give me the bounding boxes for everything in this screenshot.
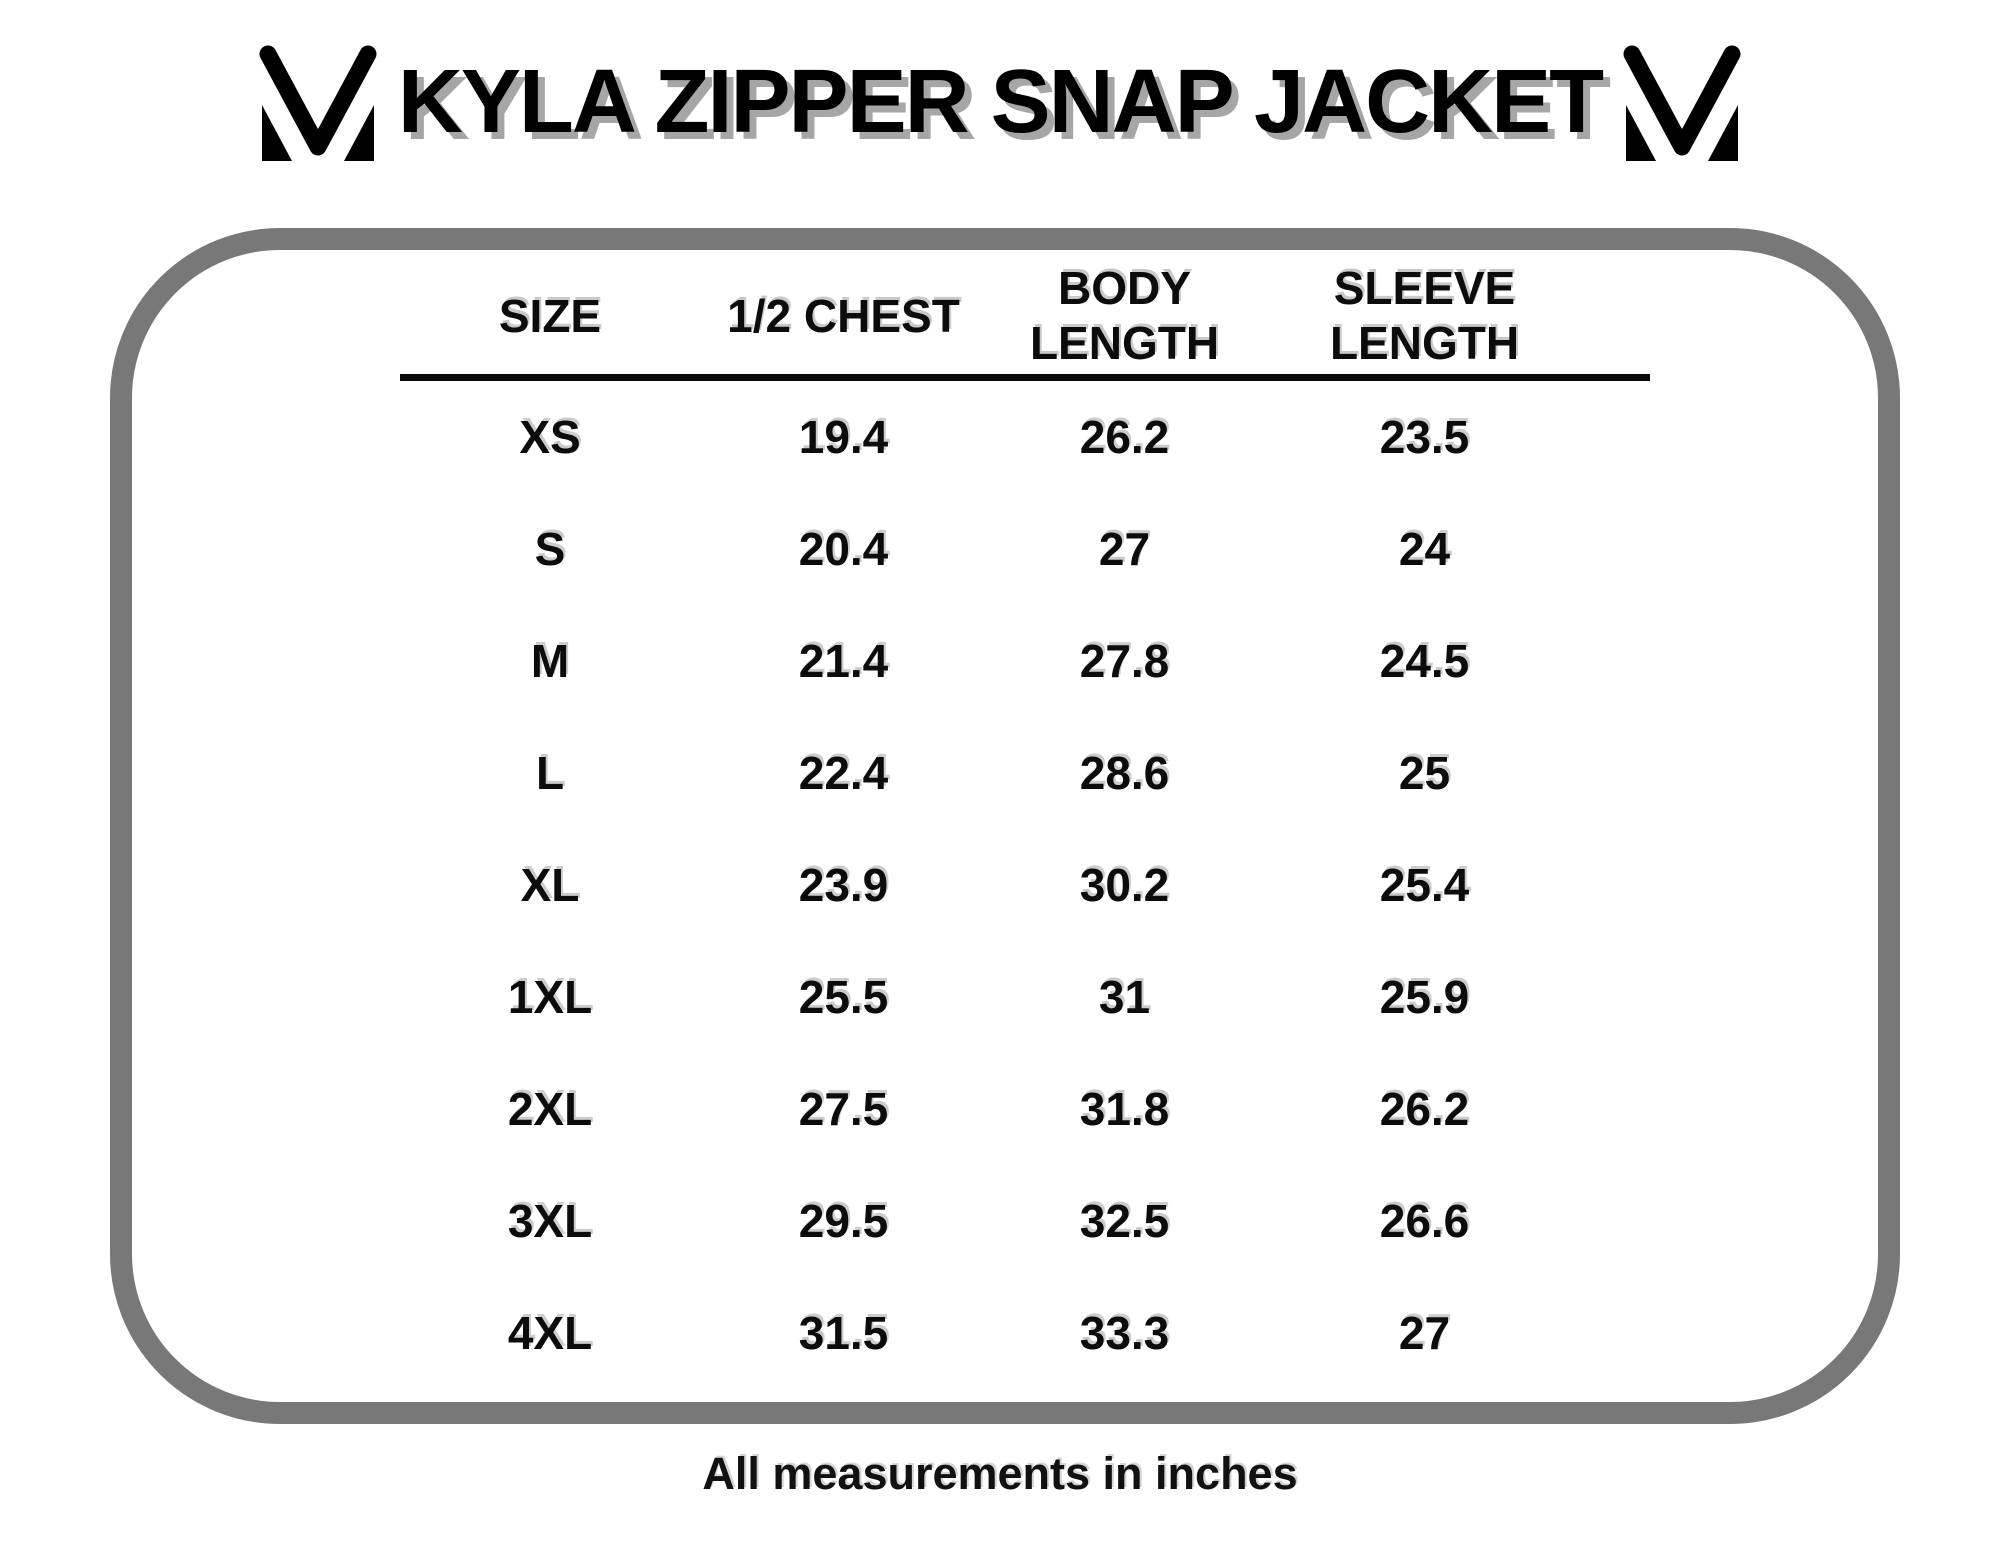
measurement-value: 26.2 bbox=[1379, 1083, 1470, 1135]
measurement-value: 27 bbox=[1098, 523, 1151, 575]
size-label: 4XL bbox=[507, 1307, 593, 1359]
size-label: L bbox=[535, 747, 565, 799]
title-row: KYLA ZIPPER SNAP JACKET bbox=[0, 28, 2000, 176]
measurement-value: 25.5 bbox=[798, 971, 889, 1023]
measurement-value: 30.2 bbox=[1079, 859, 1170, 911]
measurement-value: 20.4 bbox=[798, 523, 889, 575]
measurement-value: 28.6 bbox=[1079, 747, 1170, 799]
measurement-value: 27.8 bbox=[1079, 635, 1170, 687]
size-label: XS bbox=[519, 411, 581, 463]
header-divider bbox=[400, 374, 1650, 381]
measurement-value: 32.5 bbox=[1079, 1195, 1170, 1247]
size-chart-panel bbox=[110, 228, 1900, 1424]
measurement-value: 27.5 bbox=[798, 1083, 889, 1135]
size-label: 3XL bbox=[507, 1195, 593, 1247]
size-label: 2XL bbox=[507, 1083, 593, 1135]
column-header: 1/2 CHEST bbox=[727, 289, 960, 342]
column-header: SIZE bbox=[498, 289, 602, 342]
measurement-value: 23.5 bbox=[1379, 411, 1470, 463]
measurement-value: 26.2 bbox=[1079, 411, 1170, 463]
measurement-value: 25.9 bbox=[1379, 971, 1470, 1023]
measurement-value: 31.5 bbox=[798, 1307, 889, 1359]
size-label: XL bbox=[520, 859, 580, 911]
measurement-value: 27 bbox=[1398, 1307, 1451, 1359]
measurement-value: 19.4 bbox=[798, 411, 889, 463]
measurement-value: 33.3 bbox=[1079, 1307, 1170, 1359]
size-chart-table: SIZE 1/2 CHEST BODY LENGTH SLEEVE LENGTH XS… bbox=[400, 258, 1650, 1389]
measurement-value: 24 bbox=[1398, 523, 1451, 575]
m-monogram-icon bbox=[1623, 45, 1741, 161]
size-label: 1XL bbox=[507, 971, 593, 1023]
measurement-value: 26.6 bbox=[1379, 1195, 1470, 1247]
measurement-value: 21.4 bbox=[798, 635, 889, 687]
measurement-value: 25.4 bbox=[1379, 859, 1470, 911]
column-header: BODY LENGTH bbox=[1029, 262, 1220, 369]
column-header: SLEEVE LENGTH bbox=[1329, 262, 1520, 369]
table-header-row: SIZE 1/2 CHEST BODY LENGTH SLEEVE LENGTH bbox=[400, 258, 1650, 374]
table-body: XS 19.4 26.2 23.5 S 20.4 27 24 M 21.4 27.8 24.5 L 22.… bbox=[400, 381, 1650, 1389]
page-title: KYLA ZIPPER SNAP JACKET bbox=[397, 51, 1604, 152]
m-monogram-icon bbox=[259, 45, 377, 161]
measurement-value: 23.9 bbox=[798, 859, 889, 911]
measurement-value: 22.4 bbox=[798, 747, 889, 799]
measurement-value: 31.8 bbox=[1079, 1083, 1170, 1135]
measurement-value: 29.5 bbox=[798, 1195, 889, 1247]
size-label: S bbox=[534, 523, 566, 575]
measurement-value: 25 bbox=[1398, 747, 1451, 799]
measurements-note: All measurements in inches bbox=[702, 1448, 1298, 1499]
measurement-value: 31 bbox=[1098, 971, 1151, 1023]
size-label: M bbox=[530, 635, 570, 687]
measurement-value: 24.5 bbox=[1379, 635, 1470, 687]
